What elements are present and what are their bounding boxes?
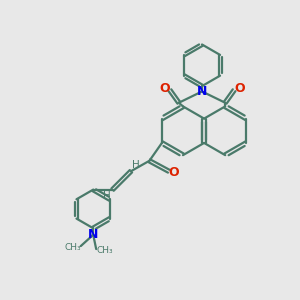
Text: H: H (132, 160, 140, 170)
Text: O: O (159, 82, 170, 95)
Text: N: N (197, 85, 207, 98)
Text: O: O (234, 82, 245, 95)
Text: N: N (88, 228, 98, 241)
Text: H: H (103, 190, 111, 201)
Text: CH₃: CH₃ (96, 246, 113, 255)
Text: CH₃: CH₃ (64, 243, 81, 252)
Text: O: O (169, 166, 179, 179)
